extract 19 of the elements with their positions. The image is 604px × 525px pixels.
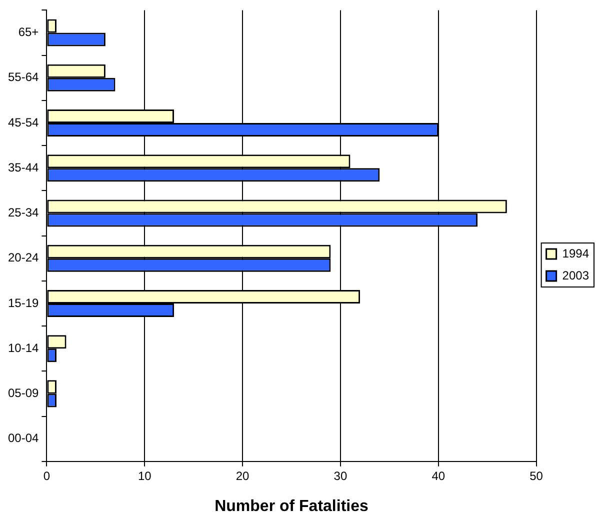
y-tick-label: 55-64 <box>8 70 40 84</box>
y-tick-label: 25-34 <box>8 206 40 220</box>
legend-label: 1994 <box>562 246 590 260</box>
y-tick-label: 65+ <box>18 25 39 40</box>
y-tick-label: 15-19 <box>8 296 40 310</box>
y-tick-label: 45-54 <box>8 115 40 130</box>
y-tick-label: 00-04 <box>8 431 40 446</box>
x-tick-label: 10 <box>138 468 152 483</box>
y-tick-label: 05-09 <box>8 386 40 400</box>
y-tick-label: 10-14 <box>8 340 40 355</box>
x-tick-label: 40 <box>432 468 446 483</box>
legend-label: 2003 <box>562 268 590 282</box>
x-tick-label: 20 <box>236 468 250 483</box>
y-tick-label: 35-44 <box>8 160 40 174</box>
x-tick-label: 50 <box>530 468 544 483</box>
x-axis-title: Number of Fatalities <box>214 498 368 515</box>
x-tick-label: 0 <box>43 468 50 483</box>
x-tick-label: 30 <box>334 468 348 483</box>
y-tick-label: 20-24 <box>8 250 40 265</box>
